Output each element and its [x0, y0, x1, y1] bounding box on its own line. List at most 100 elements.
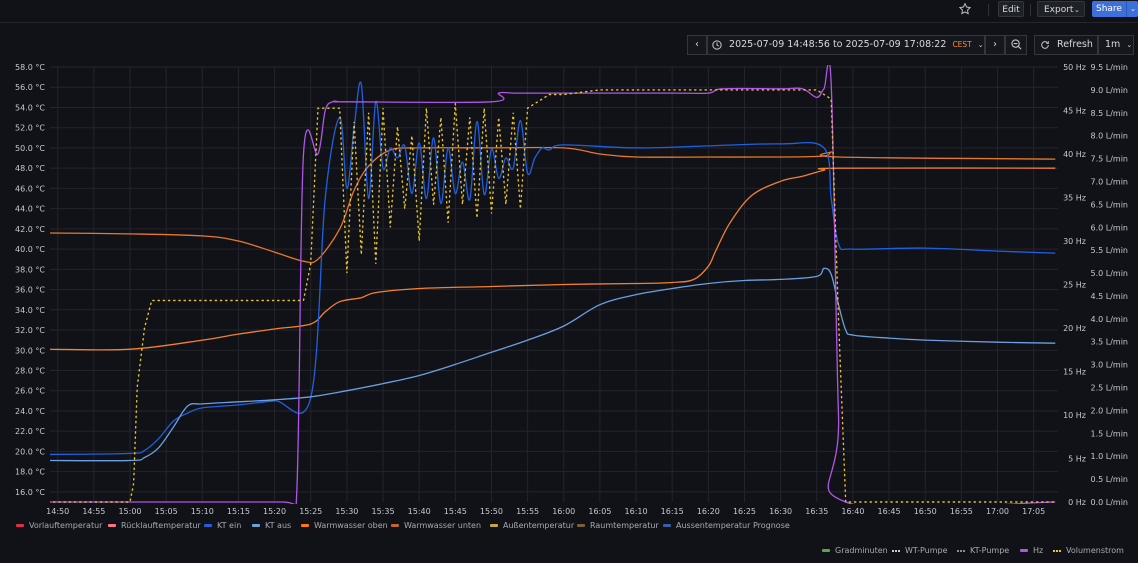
- legend-color-swatch: [108, 524, 116, 527]
- legend-item-aussentemperatur-prognose[interactable]: Aussentemperatur Prognose: [663, 520, 790, 532]
- legend-item-hz[interactable]: Hz: [1020, 545, 1043, 557]
- y-hz-tick-label: 35 Hz: [1063, 194, 1086, 203]
- y-left-tick-label: 18.0 °C: [15, 468, 45, 477]
- y-left-tick-label: 50.0 °C: [15, 144, 45, 153]
- share-chevron-down-icon[interactable]: ⌄: [1126, 1, 1138, 17]
- legend-color-swatch: [1020, 549, 1028, 552]
- x-tick-label: 16:05: [588, 507, 611, 516]
- series-line-hz: [50, 65, 1056, 504]
- y-flow-tick-label: 7.0 L/min: [1090, 177, 1128, 186]
- time-range-text: 2025-07-09 14:48:56 to 2025-07-09 17:08:…: [729, 39, 947, 50]
- time-range-chevron-down-icon: ⌄: [977, 41, 984, 49]
- legend-item-vorlauftemperatur[interactable]: Vorlauftemperatur: [16, 520, 102, 532]
- legend-item-warmwasser-oben[interactable]: Warmwasser oben: [301, 520, 388, 532]
- legend-color-swatch: [204, 524, 212, 527]
- top-toolbar: Edit Export ⌄ Share ⌄: [0, 0, 1138, 23]
- toolbar-separator: [988, 4, 989, 16]
- x-tick-label: 16:00: [552, 507, 575, 516]
- y-flow-tick-label: 1.5 L/min: [1090, 429, 1128, 438]
- legend-color-swatch: [1053, 549, 1061, 552]
- y-left-tick-label: 26.0 °C: [15, 387, 45, 396]
- legend-item-au-entemperatur[interactable]: Außentemperatur: [490, 520, 574, 532]
- x-tick-label: 16:15: [661, 507, 684, 516]
- time-shift-back-button[interactable]: ‹: [687, 35, 707, 55]
- y-left-tick-label: 34.0 °C: [15, 306, 45, 315]
- legend-item-kt-pumpe[interactable]: KT-Pumpe: [957, 545, 1009, 557]
- y-flow-tick-label: 4.0 L/min: [1090, 315, 1128, 324]
- x-tick-label: 15:15: [227, 507, 250, 516]
- legend-item-r-cklauftemperatur[interactable]: Rücklauftemperatur: [108, 520, 201, 532]
- x-tick-label: 17:00: [986, 507, 1009, 516]
- legend-label: Gradminuten: [835, 546, 888, 555]
- x-tick-label: 14:55: [82, 507, 105, 516]
- chevron-left-icon: ‹: [695, 39, 699, 50]
- legend-label: KT aus: [265, 521, 292, 530]
- zoom-out-icon: [1010, 39, 1021, 50]
- time-series-chart[interactable]: 16.0 °C 18.0 °C 20.0 °C 22.0 °C 24.0 °C 26.0 …: [0, 60, 1138, 520]
- x-tick-label: 15:35: [371, 507, 394, 516]
- export-button[interactable]: Export ⌄: [1037, 1, 1085, 17]
- y-flow-tick-label: 0.0 L/min: [1090, 498, 1128, 507]
- legend-label: WT-Pumpe: [905, 546, 948, 555]
- legend-item-volumenstrom[interactable]: Volumenstrom: [1053, 545, 1124, 557]
- x-tick-label: 17:05: [1022, 507, 1045, 516]
- y-flow-tick-label: 6.5 L/min: [1090, 200, 1128, 209]
- legend-top: Vorlauftemperatur Rücklauftemperatur KT ei…: [16, 520, 1016, 532]
- toolbar-separator: [1030, 4, 1031, 16]
- legend-item-kt-ein[interactable]: KT ein: [204, 520, 241, 532]
- refresh-icon: [1041, 40, 1049, 49]
- chevron-right-icon: ›: [993, 39, 997, 50]
- legend-item-wt-pumpe[interactable]: WT-Pumpe: [892, 545, 948, 557]
- legend-item-warmwasser-unten[interactable]: Warmwasser unten: [391, 520, 481, 532]
- x-tick-label: 15:40: [408, 507, 431, 516]
- y-left-tick-label: 16.0 °C: [15, 488, 45, 497]
- y-left-tick-label: 30.0 °C: [15, 346, 45, 355]
- y-flow-tick-label: 7.5 L/min: [1090, 155, 1128, 164]
- legend-item-gradminuten[interactable]: Gradminuten: [822, 545, 888, 557]
- legend-label: Aussentemperatur Prognose: [676, 521, 790, 530]
- x-tick-label: 16:35: [805, 507, 828, 516]
- chevron-down-icon: ⌄: [1074, 6, 1080, 14]
- legend-color-swatch: [577, 524, 585, 527]
- y-flow-tick-label: 9.5 L/min: [1090, 63, 1128, 72]
- y-left-tick-label: 54.0 °C: [15, 103, 45, 112]
- y-hz-tick-label: 40 Hz: [1063, 150, 1086, 159]
- star-icon[interactable]: [958, 2, 972, 16]
- x-tick-label: 15:55: [516, 507, 539, 516]
- y-flow-tick-label: 5.5 L/min: [1090, 246, 1128, 255]
- legend-color-swatch: [957, 549, 965, 552]
- legend-label: Hz: [1033, 546, 1044, 555]
- y-left-tick-label: 52.0 °C: [15, 124, 45, 133]
- y-flow-tick-label: 8.0 L/min: [1090, 132, 1128, 141]
- y-left-tick-label: 40.0 °C: [15, 245, 45, 254]
- legend-item-raumtemperatur[interactable]: Raumtemperatur: [577, 520, 659, 532]
- time-shift-forward-button[interactable]: ›: [985, 35, 1005, 55]
- zoom-out-button[interactable]: [1005, 35, 1027, 55]
- series-line-warmwasser-oben: [50, 146, 1056, 264]
- legend-label: Volumenstrom: [1066, 546, 1124, 555]
- legend-item-kt-aus[interactable]: KT aus: [252, 520, 291, 532]
- legend-color-swatch: [822, 549, 830, 552]
- y-left-tick-label: 56.0 °C: [15, 83, 45, 92]
- x-tick-label: 15:05: [155, 507, 178, 516]
- x-tick-label: 15:30: [335, 507, 358, 516]
- y-flow-tick-label: 3.0 L/min: [1090, 361, 1128, 370]
- series-line-volumenstrom: [50, 89, 1056, 503]
- time-range-picker[interactable]: 2025-07-09 14:48:56 to 2025-07-09 17:08:…: [707, 35, 985, 55]
- y-left-tick-label: 24.0 °C: [15, 407, 45, 416]
- share-button[interactable]: Share ⌄: [1092, 1, 1138, 17]
- edit-button[interactable]: Edit: [998, 1, 1024, 17]
- x-tick-label: 15:25: [299, 507, 322, 516]
- y-hz-tick-label: 30 Hz: [1063, 237, 1086, 246]
- x-tick-label: 15:00: [118, 507, 141, 516]
- refresh-interval-select[interactable]: 1m ⌄: [1098, 35, 1134, 55]
- legend-color-swatch: [892, 549, 900, 552]
- x-tick-label: 16:25: [733, 507, 756, 516]
- refresh-button[interactable]: Refresh: [1034, 35, 1098, 55]
- x-tick-label: 16:50: [914, 507, 937, 516]
- legend-label: Rücklauftemperatur: [121, 521, 201, 530]
- y-hz-tick-label: 10 Hz: [1063, 411, 1086, 420]
- series-line-kt-ein: [50, 81, 1056, 456]
- timezone-badge: CEST: [952, 40, 972, 49]
- y-left-tick-label: 22.0 °C: [15, 427, 45, 436]
